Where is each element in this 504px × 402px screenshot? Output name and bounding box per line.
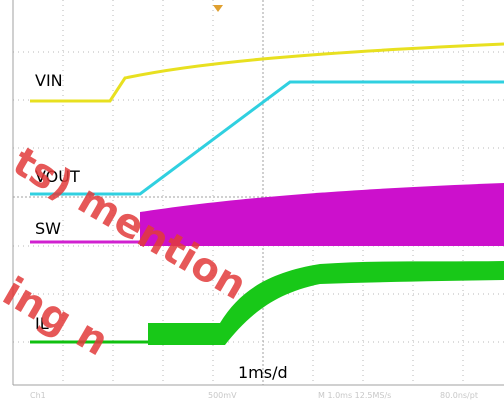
sw-band	[140, 183, 504, 246]
status-ch1: Ch1	[30, 391, 46, 400]
vout-trace	[30, 80, 504, 196]
grid	[13, 0, 504, 385]
vin-label: VIN	[35, 71, 63, 90]
timebase-label: 1ms/d	[238, 363, 288, 382]
status-rate: 80.0ns/pt	[440, 391, 478, 400]
il-band	[148, 261, 504, 345]
trigger-marker	[213, 5, 223, 12]
sw-label: SW	[35, 219, 61, 238]
il-label: IL	[35, 314, 49, 333]
status-timebase: M 1.0ms 12.5MS/s	[318, 391, 391, 400]
vout-label: VOUT	[35, 167, 80, 186]
vin-trace	[30, 42, 504, 103]
status-scale: 500mV	[208, 391, 237, 400]
